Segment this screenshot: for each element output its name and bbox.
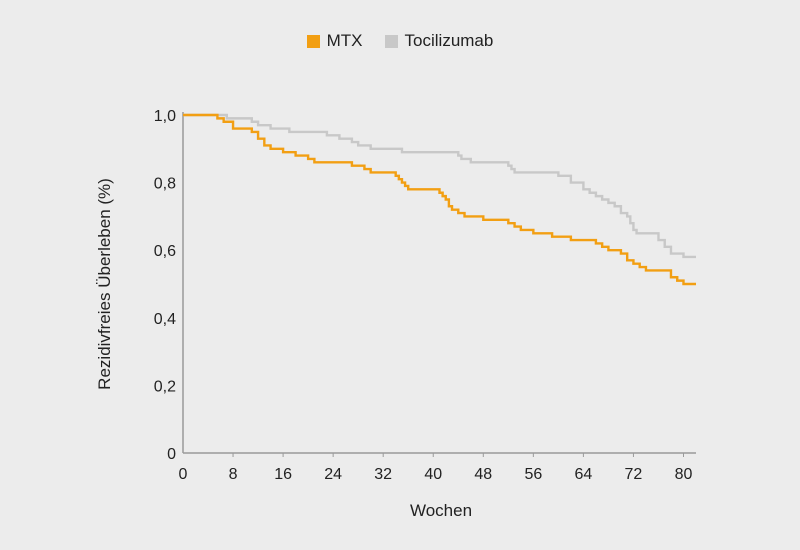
y-tick-label: 1,0 (154, 108, 176, 125)
y-tick-label: 0 (167, 446, 176, 463)
x-tick-label: 8 (229, 466, 238, 483)
x-tick-label: 24 (324, 466, 342, 483)
legend-item-tocilizumab: Tocilizumab (384, 31, 494, 51)
x-tick-label: 32 (374, 466, 392, 483)
series-line-tocilizumab (183, 113, 696, 259)
x-tick-label: 64 (574, 466, 592, 483)
legend-swatch-tocilizumab (384, 34, 398, 48)
x-tick-label: 80 (675, 466, 693, 483)
y-axis-label: Rezidivfreies Überleben (%) (95, 178, 114, 390)
axes: 0 8 16 24 32 40 48 56 64 72 80 0 0,2 0,4 0,6 0,8 1,0 (154, 108, 696, 483)
legend-swatch-mtx (306, 34, 320, 48)
y-tick-label: 0,4 (154, 311, 176, 328)
legend-label-mtx: MTX (326, 31, 363, 50)
legend: MTX Tocilizumab (0, 31, 800, 51)
x-tick-label: 16 (274, 466, 292, 483)
x-axis-label: Wochen (410, 501, 472, 520)
y-tick-label: 0,6 (154, 243, 176, 260)
y-tick-label: 0,2 (154, 378, 176, 395)
x-tick-label: 0 (179, 466, 188, 483)
series-lines (183, 113, 696, 286)
y-tick-label: 0,8 (154, 176, 176, 193)
series-line-mtx (183, 113, 696, 286)
x-tick-label: 72 (625, 466, 643, 483)
x-tick-label: 56 (524, 466, 542, 483)
legend-item-mtx: MTX (306, 31, 363, 51)
x-tick-label: 48 (474, 466, 492, 483)
legend-label-tocilizumab: Tocilizumab (404, 31, 494, 50)
x-tick-label: 40 (424, 466, 442, 483)
